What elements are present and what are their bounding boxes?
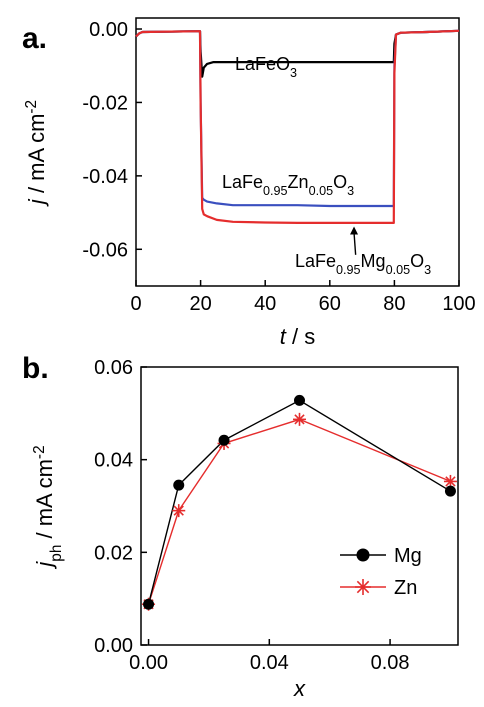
panel-a-series-label-part: Mg (361, 251, 386, 271)
panel-b-frame (140, 366, 459, 646)
legend-marker-Zn-stroke (356, 580, 370, 594)
panel-a-xtick-label: 60 (319, 293, 341, 315)
panel-a-series-label-part: LaFeO (235, 54, 290, 74)
panel-a-series-label-part: Zn (288, 172, 309, 192)
panel-a-ytick-label: -0.02 (82, 92, 128, 114)
panel-b-xlabel: x (293, 676, 306, 701)
legend-marker-Zn (355, 579, 371, 595)
panel-a-ytick-label: -0.06 (82, 239, 128, 261)
panel-b-point-Zn (172, 504, 186, 518)
panel-a-xtick-label: 40 (254, 293, 276, 315)
legend-marker-Mg (356, 548, 370, 562)
panel-b-point-Mg (218, 434, 230, 446)
panel-a-frame (135, 17, 460, 287)
panel-a-series-label-1: LaFe0.95Zn0.05O3 (222, 172, 354, 198)
legend-label-Mg: Mg (394, 545, 422, 567)
panel-a-ytick-label: 0.00 (89, 19, 128, 41)
panel-a-series-label-part: LaFe (222, 172, 263, 192)
panel-b-xtick-label: 0.08 (371, 652, 410, 674)
panel-a-series-label-part: O (410, 251, 424, 271)
panel-a-series-label-part: 0.05 (386, 263, 411, 277)
panel-a-xtick-label: 100 (442, 293, 475, 315)
panel-a-series-label-2: LaFe0.95Mg0.05O3 (295, 251, 431, 277)
panel-b-point-Zn-stroke (173, 505, 184, 516)
panel-b-point-Mg (444, 485, 456, 497)
panel-a-series-label-part: LaFe (295, 251, 336, 271)
panel-b-ytick-label: 0.04 (94, 450, 133, 472)
panel-b-point-Mg (173, 479, 185, 491)
panel-a-ytick-label: -0.04 (82, 166, 128, 188)
panel-a-series-line-0 (135, 29, 460, 78)
panel-b-point-Zn (293, 412, 306, 426)
panel-b-series-line-Mg (147, 399, 451, 605)
panel-a-arrow-head (350, 226, 359, 235)
panel-b-ylabel: jph / mA cm-2 (31, 445, 65, 569)
panel-b-point-Zn-stroke (445, 476, 456, 487)
panel-a-ylabel-var: j (24, 198, 49, 207)
panel-a-series-label-part: 0.95 (263, 184, 288, 198)
panel-b-ylabel-sup: -2 (31, 445, 48, 459)
panel-b-xtick-label: 0.04 (250, 652, 289, 674)
panel-a-series-line-2 (135, 29, 460, 224)
panel-a-xtick-label: 80 (383, 293, 405, 315)
panel-a-series-label-part: 0.95 (336, 263, 361, 277)
panel-a-ylabel-unit: / mA cm (24, 114, 49, 200)
panel-b-ytick-label: 0.02 (94, 542, 133, 564)
panel-a-xtick-label: 0 (130, 293, 141, 315)
panel-a-label: a. (22, 22, 47, 55)
panel-a-ylabel-sup: -2 (23, 100, 40, 114)
panel-a-series-label-part: 3 (424, 263, 431, 277)
panel-b-ylabel-unit: / mA cm (32, 459, 57, 545)
panel-b-ytick-label: 0.06 (94, 357, 133, 379)
panel-b-ylabel-var: j (32, 561, 57, 570)
panel-a-xtick-label: 20 (189, 293, 211, 315)
panel-a-xlabel-unit: / s (286, 324, 315, 349)
panel-b-xtick-label: 0.00 (129, 652, 168, 674)
panel-a-xlabel-var: t (280, 324, 287, 349)
panel-a-ylabel: j / mA cm-2 (23, 100, 50, 207)
panel-b-point-Zn-stroke (294, 414, 305, 425)
panel-a-arrow-shaft (353, 232, 357, 255)
panel-a-series-label-part: 3 (347, 184, 354, 198)
panel-b-point-Mg (294, 394, 305, 406)
panel-b-label: b. (22, 352, 49, 385)
panel-b-point-Mg (143, 598, 155, 610)
panel-a-xlabel: t / s (280, 324, 315, 349)
panel-a-series-label-part: 0.05 (309, 184, 334, 198)
panel-a-series-label-part: O (333, 172, 347, 192)
panel-b-xlabel-var: x (293, 676, 306, 701)
panel-a-series-label-part: 3 (290, 66, 297, 80)
panel-b-ytick-label: 0.00 (94, 635, 133, 657)
legend-label-Zn: Zn (394, 577, 417, 599)
panel-a-series-label-0: LaFeO3 (235, 54, 297, 80)
panel-b-ylabel-sub: ph (48, 545, 65, 562)
